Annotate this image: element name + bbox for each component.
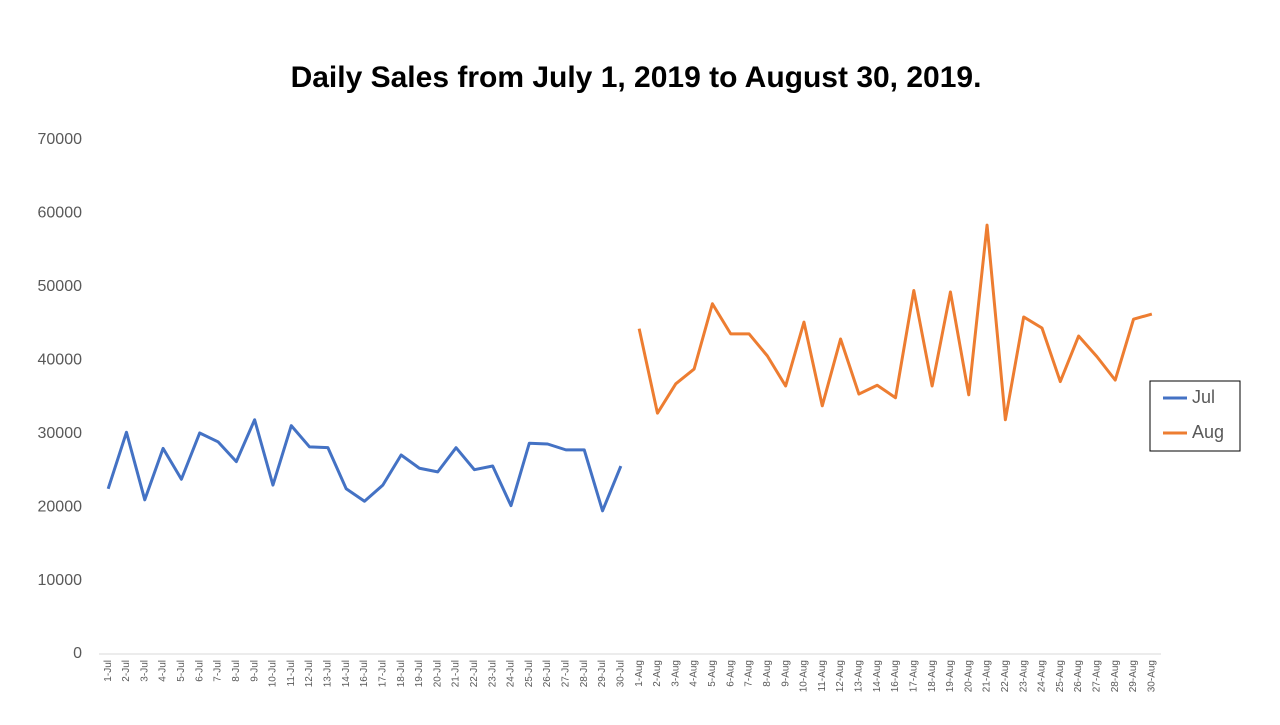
- x-tick-label: 25-Jul: [524, 660, 535, 687]
- y-tick-label: 30000: [38, 425, 83, 442]
- legend-label: Jul: [1192, 387, 1215, 407]
- x-tick-label: 9-Jul: [249, 660, 260, 682]
- legend-label: Aug: [1192, 422, 1224, 442]
- x-tick-label: 28-Aug: [1110, 660, 1121, 692]
- x-tick-label: 17-Aug: [908, 660, 919, 692]
- x-tick-label: 22-Aug: [1000, 660, 1011, 692]
- x-tick-label: 1-Jul: [103, 660, 114, 682]
- x-tick-label: 8-Aug: [762, 660, 773, 687]
- x-tick-label: 4-Jul: [158, 660, 169, 682]
- line-series: [637, 223, 1153, 422]
- x-tick-label: 18-Jul: [396, 660, 407, 687]
- x-tick-label: 26-Aug: [1073, 660, 1084, 692]
- y-tick-label: 0: [73, 645, 82, 662]
- x-tick-label: 19-Jul: [414, 660, 425, 687]
- y-tick-label: 20000: [38, 498, 83, 515]
- x-tick-label: 2-Jul: [121, 660, 132, 682]
- x-tick-label: 21-Jul: [451, 660, 462, 687]
- x-tick-label: 24-Aug: [1037, 660, 1048, 692]
- x-tick-label: 19-Aug: [945, 660, 956, 692]
- x-tick-label: 12-Jul: [304, 660, 315, 687]
- x-tick-label: 1-Aug: [634, 660, 645, 687]
- chart-title: Daily Sales from July 1, 2019 to August …: [291, 61, 982, 94]
- x-tick-label: 6-Aug: [725, 660, 736, 687]
- x-tick-label: 16-Jul: [359, 660, 370, 687]
- x-tick-label: 23-Aug: [1018, 660, 1029, 692]
- x-tick-label: 12-Aug: [835, 660, 846, 692]
- x-tick-label: 11-Aug: [817, 660, 828, 692]
- x-tick-label: 22-Jul: [469, 660, 480, 687]
- x-tick-label: 7-Jul: [213, 660, 224, 682]
- y-tick-label: 40000: [38, 352, 83, 369]
- x-tick-label: 11-Jul: [286, 660, 297, 687]
- x-tick-label: 20-Jul: [432, 660, 443, 687]
- x-tick-label: 20-Aug: [963, 660, 974, 692]
- x-tick-label: 10-Aug: [799, 660, 810, 692]
- x-tick-label: 14-Jul: [341, 660, 352, 687]
- x-tick-label: 18-Aug: [927, 660, 938, 692]
- y-tick-label: 60000: [38, 205, 83, 222]
- x-tick-label: 3-Aug: [670, 660, 681, 687]
- legend-box: [1149, 380, 1241, 452]
- x-tick-label: 4-Aug: [689, 660, 700, 687]
- x-tick-label: 13-Aug: [854, 660, 865, 692]
- y-tick-label: 10000: [38, 572, 83, 589]
- x-tick-label: 13-Jul: [323, 660, 334, 687]
- y-tick-label: 50000: [38, 278, 83, 295]
- y-tick-label: 70000: [38, 131, 83, 148]
- x-tick-label: 27-Jul: [561, 660, 572, 687]
- x-tick-label: 10-Jul: [268, 660, 279, 687]
- x-tick-label: 16-Aug: [890, 660, 901, 692]
- x-tick-label: 7-Aug: [744, 660, 755, 687]
- x-tick-label: 30-Jul: [615, 660, 626, 687]
- x-tick-label: 2-Aug: [652, 660, 663, 687]
- x-tick-label: 17-Jul: [377, 660, 388, 687]
- x-tick-label: 30-Aug: [1146, 660, 1157, 692]
- x-tick-label: 5-Aug: [707, 660, 718, 687]
- x-tick-label: 29-Jul: [597, 660, 608, 687]
- x-tick-label: 24-Jul: [506, 660, 517, 687]
- x-tick-label: 21-Aug: [982, 660, 993, 692]
- line-series: [106, 418, 623, 513]
- x-tick-label: 5-Jul: [176, 660, 187, 682]
- x-tick-label: 9-Aug: [780, 660, 791, 687]
- x-tick-label: 23-Jul: [487, 660, 498, 687]
- x-tick-label: 3-Jul: [139, 660, 150, 682]
- x-tick-label: 8-Jul: [231, 660, 242, 682]
- x-tick-label: 29-Aug: [1128, 660, 1139, 692]
- x-tick-label: 27-Aug: [1092, 660, 1103, 692]
- x-tick-label: 25-Aug: [1055, 660, 1066, 692]
- x-tick-label: 28-Jul: [579, 660, 590, 687]
- x-tick-label: 26-Jul: [542, 660, 553, 687]
- x-tick-label: 6-Jul: [194, 660, 205, 682]
- x-tick-label: 14-Aug: [872, 660, 883, 692]
